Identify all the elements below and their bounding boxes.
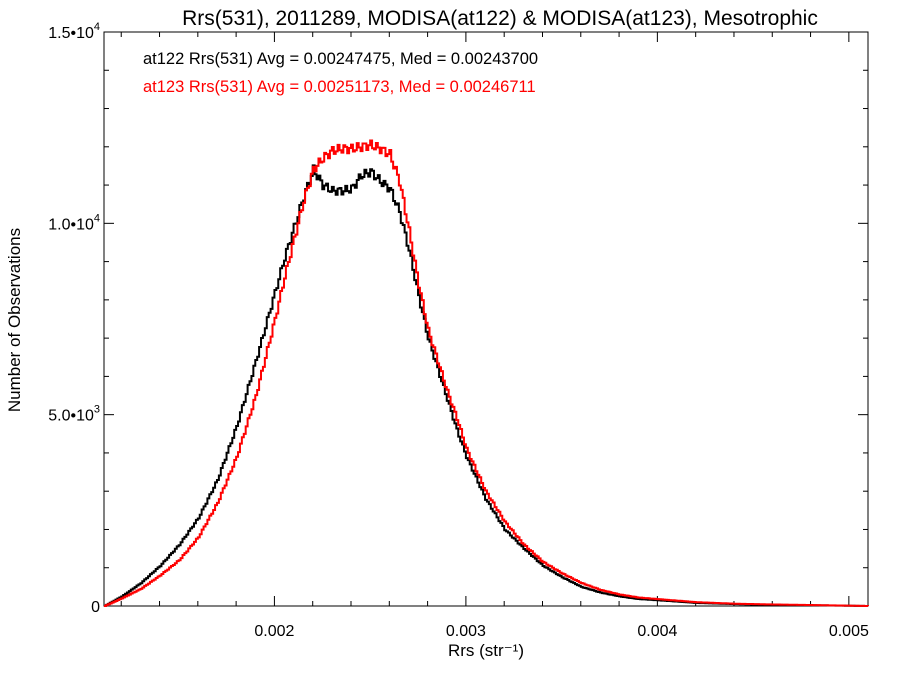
y-tick-label-3: 1.5•104 <box>48 21 100 42</box>
legend: at122 Rrs(531) Avg = 0.00247475, Med = 0… <box>143 50 538 96</box>
series-line-at122 <box>104 164 869 607</box>
series-line-at123 <box>104 139 869 607</box>
x-tick-label-1: 0.003 <box>446 623 486 640</box>
y-tick-label-0: 0 <box>91 599 100 616</box>
chart-title: Rrs(531), 2011289, MODISA(at122) & MODIS… <box>182 7 818 30</box>
y-tick-label-2: 1.0•104 <box>48 212 100 233</box>
legend-entry-at122: at122 Rrs(531) Avg = 0.00247475, Med = 0… <box>143 50 538 68</box>
y-tick-label-1: 5.0•103 <box>48 404 100 425</box>
x-axis-title: Rrs (str⁻¹) <box>448 641 524 660</box>
x-tick-label-0: 0.002 <box>254 623 294 640</box>
x-axis-ticks: 0.002 0.003 0.004 0.005 <box>120 32 869 640</box>
legend-entry-at123: at123 Rrs(531) Avg = 0.00251173, Med = 0… <box>143 78 536 96</box>
plot-frame <box>103 31 869 607</box>
x-tick-label-2: 0.004 <box>637 623 677 640</box>
series-group <box>104 139 869 607</box>
x-tick-label-3: 0.005 <box>829 623 869 640</box>
plot-area-border <box>103 31 869 607</box>
y-axis-ticks: 0 5.0•103 1.0•104 1.5•104 <box>48 21 868 616</box>
y-axis-title: Number of Observations <box>5 228 24 412</box>
